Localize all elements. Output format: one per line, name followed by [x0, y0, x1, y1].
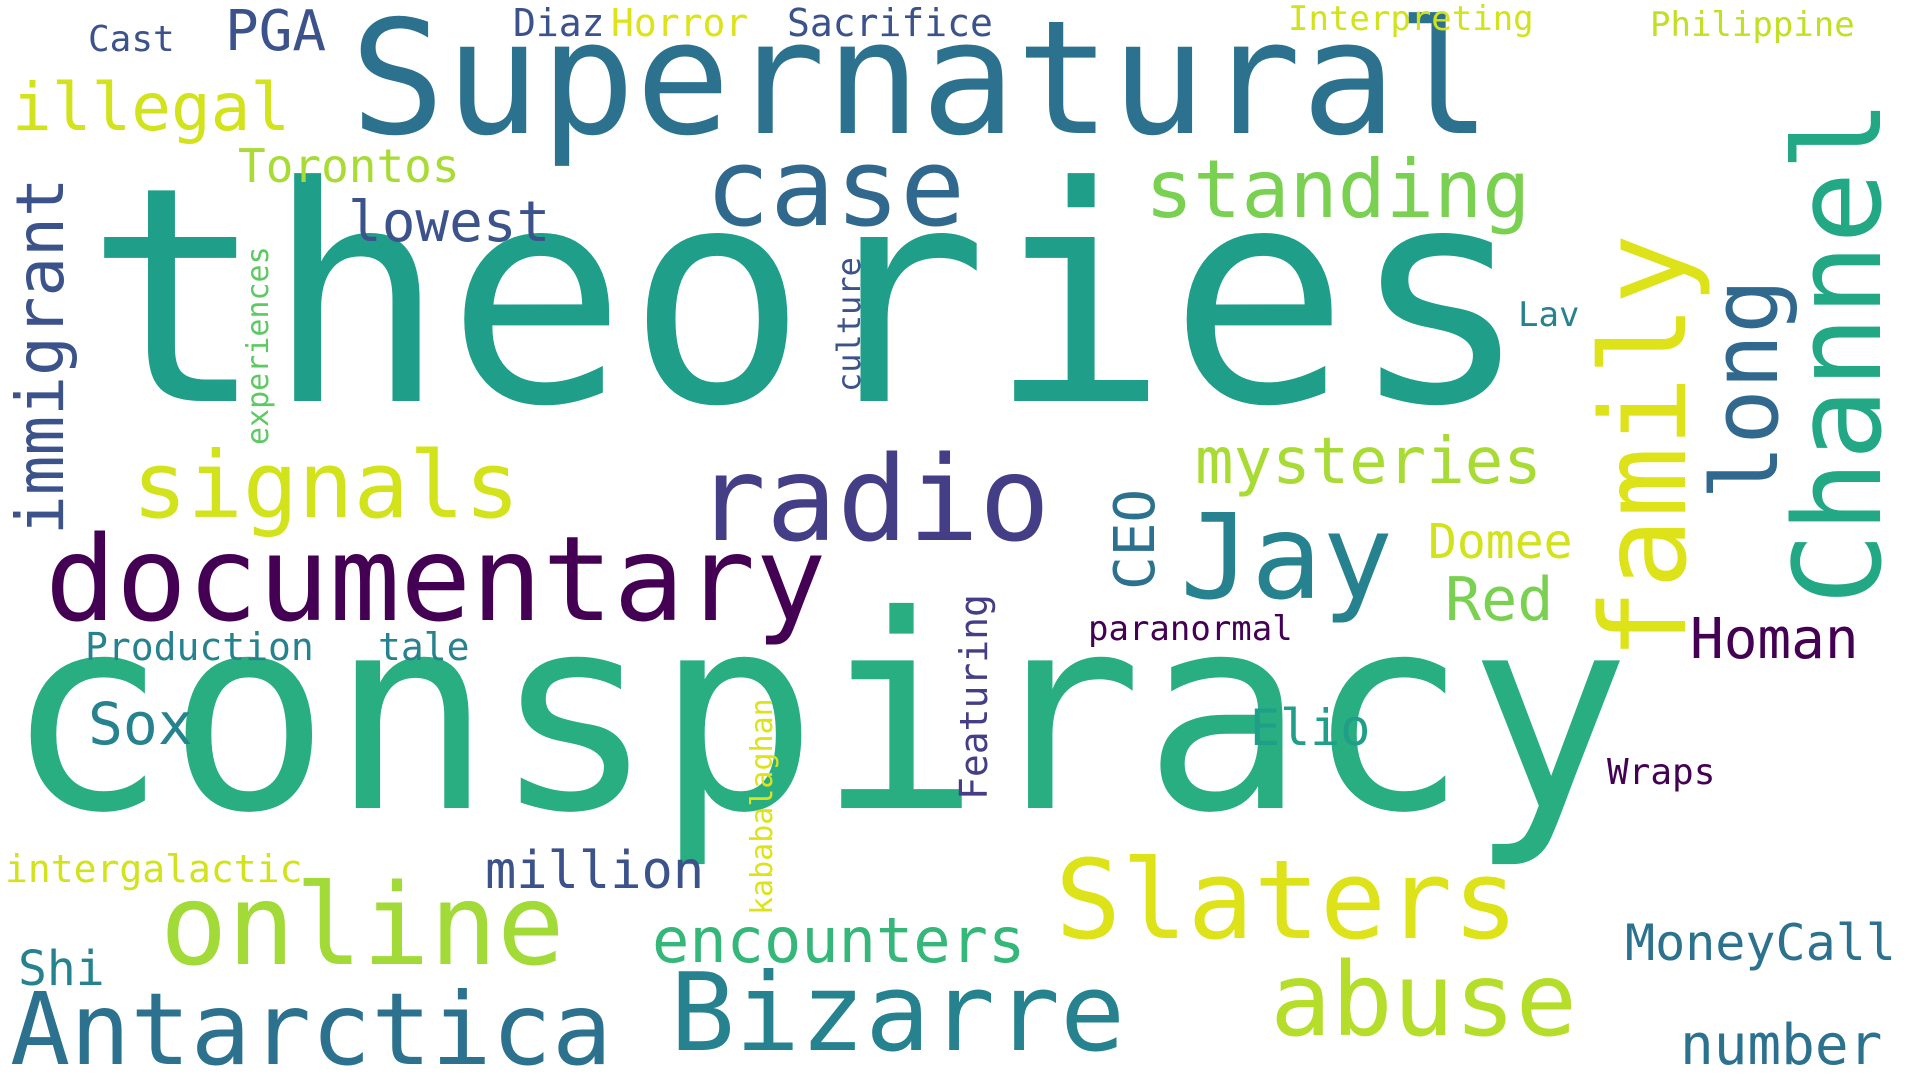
word-antarctica: Antarctica	[10, 971, 613, 1080]
word-theories: theories	[85, 123, 1530, 472]
word-cast: Cast	[88, 19, 175, 60]
word-radio: radio	[695, 430, 1051, 568]
word-immigrant: immigrant	[2, 177, 79, 535]
word-slaters: Slaters	[1055, 836, 1519, 964]
word-red: Red	[1445, 565, 1554, 635]
word-abuse: abuse	[1270, 941, 1578, 1060]
word-million: million	[485, 841, 705, 901]
word-kababalaghan: kababalaghan	[745, 698, 780, 915]
word-standing: standing	[1145, 143, 1531, 236]
word-illegal: illegal	[12, 69, 291, 146]
word-wraps: Wraps	[1607, 752, 1716, 793]
word-horror: Horror	[611, 1, 749, 45]
word-diaz: Diaz	[513, 1, 605, 45]
word-intergalactic: intergalactic	[5, 847, 303, 891]
word-mysteries: mysteries	[1195, 425, 1542, 499]
word-jay: Jay	[1180, 488, 1394, 626]
word-sox: Sox	[88, 690, 193, 758]
word-featuring: Featuring	[952, 594, 996, 800]
word-bizarre: Bizarre	[670, 951, 1126, 1076]
word-lowest: lowest	[348, 190, 551, 255]
word-experiences: experiences	[241, 246, 276, 445]
word-production: Production	[85, 625, 314, 669]
word-supernatural: Supernatural	[350, 0, 1492, 171]
word-documentary: documentary	[45, 510, 827, 648]
word-pga: PGA	[225, 0, 327, 64]
word-homan: Homan	[1690, 607, 1859, 672]
word-online: online	[160, 861, 565, 991]
word-sacrifice: Sacrifice	[787, 1, 993, 45]
word-elio: Elio	[1250, 699, 1371, 757]
word-number: number	[1680, 1013, 1883, 1078]
word-family: family	[1575, 233, 1713, 660]
word-case: case	[705, 126, 966, 251]
word-philippine: Philippine	[1650, 5, 1855, 45]
word-ceo: CEO	[1103, 488, 1168, 590]
word-tale: tale	[378, 625, 470, 669]
word-encounters: encounters	[652, 904, 1026, 977]
word-lav: Lav	[1518, 295, 1580, 335]
word-domee: Domee	[1428, 514, 1573, 570]
word-interpreting: Interpreting	[1288, 0, 1534, 39]
word-torontos: Torontos	[238, 139, 460, 193]
word-paranormal: paranormal	[1088, 609, 1293, 649]
word-shi: Shi	[18, 941, 105, 997]
word-moneycall: MoneyCall	[1625, 914, 1896, 972]
word-signals: signals	[132, 432, 520, 539]
word-long: long	[1692, 278, 1799, 500]
word-conspiracy: conspiracy	[5, 557, 1631, 872]
word-culture: culture	[830, 257, 868, 392]
